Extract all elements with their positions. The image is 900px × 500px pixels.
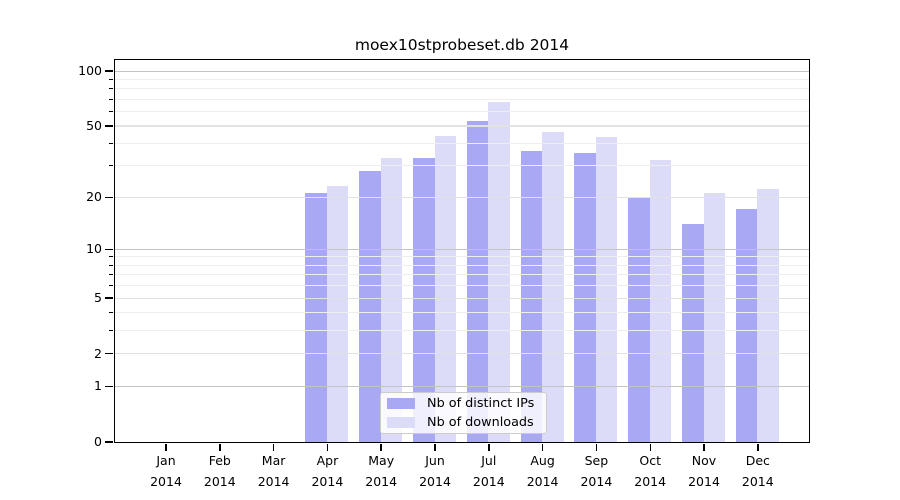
x-tick-mark-nov: [703, 443, 705, 451]
y-tick-mark-100: [105, 70, 113, 72]
y-tick-mark-50: [105, 125, 113, 127]
legend-swatch-distinct-ips: [387, 398, 415, 409]
legend-row-distinct-ips: Nb of distinct IPs: [387, 396, 546, 411]
y-minor-tick-mark-90: [108, 78, 113, 80]
x-tick-mark-may: [380, 443, 382, 451]
legend-row-downloads: Nb of downloads: [387, 415, 546, 430]
x-tick-label-jul: Jul 2014: [472, 453, 505, 489]
bar-distinct-ips-apr: [305, 193, 327, 442]
x-tick-mark-sep: [595, 443, 598, 451]
y-tick-label-0: 0: [94, 434, 102, 449]
bar-distinct-ips-oct: [628, 196, 650, 442]
bar-distinct-ips-aug: [520, 151, 543, 442]
x-tick-label-sep: Sep 2014: [580, 453, 613, 489]
legend: Nb of distinct IPs Nb of downloads: [380, 392, 547, 434]
x-tick-label-mar: Mar 2014: [257, 453, 290, 489]
legend-label-distinct-ips: Nb of distinct IPs: [427, 396, 535, 411]
x-tick-mark-oct: [649, 443, 651, 451]
bar-downloads-jul: [488, 102, 510, 442]
bar-downloads-dec: [757, 189, 779, 442]
bar-distinct-ips-nov: [682, 223, 704, 442]
y-tick-label-50: 50: [86, 117, 102, 133]
bar-downloads-aug: [542, 132, 564, 442]
bar-distinct-ips-dec: [735, 209, 758, 442]
plot-area: [113, 58, 810, 443]
x-tick-label-jan: Jan 2014: [150, 453, 182, 489]
legend-label-downloads: Nb of downloads: [427, 415, 534, 430]
y-tick-label-100: 100: [78, 63, 102, 78]
bar-downloads-oct: [649, 160, 672, 442]
x-tick-mark-aug: [541, 443, 544, 451]
y-minor-tick-mark-7: [108, 274, 113, 276]
bar-distinct-ips-jul: [466, 120, 489, 442]
y-minor-tick-mark-3: [108, 330, 113, 332]
y-minor-tick-mark-40: [108, 143, 113, 144]
x-tick-label-dec: Dec 2014: [741, 453, 774, 489]
y-minor-tick-mark-8: [108, 264, 113, 266]
y-minor-tick-mark-70: [108, 98, 113, 100]
x-tick-mark-mar: [272, 443, 275, 451]
bar-downloads-nov: [703, 193, 725, 442]
x-tick-mark-jun: [434, 443, 436, 451]
x-tick-mark-apr: [326, 443, 329, 451]
x-tick-mark-feb: [219, 443, 221, 451]
x-tick-mark-dec: [757, 443, 759, 451]
bar-downloads-apr: [326, 186, 349, 442]
bar-downloads-sep: [595, 137, 618, 442]
bars-layer: [115, 60, 809, 442]
y-tick-label-1: 1: [94, 378, 102, 394]
bar-distinct-ips-jun: [413, 158, 435, 442]
x-tick-mark-jan: [165, 443, 167, 451]
bar-distinct-ips-may: [359, 170, 381, 442]
y-tick-mark-20: [105, 196, 113, 198]
legend-swatch-downloads: [387, 417, 415, 428]
y-tick-mark-2: [105, 352, 113, 355]
y-minor-tick-mark-6: [108, 285, 113, 287]
x-tick-label-oct: Oct 2014: [634, 453, 667, 489]
y-tick-label-20: 20: [86, 189, 102, 205]
y-tick-mark-5: [105, 297, 113, 299]
y-tick-mark-10: [105, 248, 113, 250]
y-minor-tick-mark-4: [108, 312, 113, 314]
bar-distinct-ips-sep: [574, 153, 596, 442]
y-tick-label-2: 2: [94, 345, 102, 361]
y-minor-tick-mark-60: [108, 111, 113, 112]
x-tick-label-apr: Apr 2014: [311, 453, 344, 489]
chart-title: moex10stprobeset.db 2014: [354, 36, 570, 54]
y-minor-tick-mark-9: [108, 256, 113, 258]
y-tick-label-5: 5: [94, 290, 102, 305]
y-tick-label-10: 10: [86, 241, 102, 257]
x-tick-mark-jul: [488, 443, 490, 451]
bar-downloads-may: [380, 158, 403, 442]
bar-downloads-jun: [434, 135, 456, 442]
x-tick-label-feb: Feb 2014: [203, 453, 236, 489]
x-tick-label-aug: Aug 2014: [526, 453, 559, 489]
x-tick-label-nov: Nov 2014: [688, 453, 720, 489]
y-minor-tick-mark-80: [108, 88, 113, 90]
x-tick-label-jun: Jun 2014: [419, 453, 451, 489]
y-minor-tick-mark-30: [108, 165, 113, 167]
y-tick-mark-0: [105, 441, 113, 443]
x-tick-label-may: May 2014: [365, 453, 398, 489]
y-tick-mark-1: [105, 385, 113, 387]
